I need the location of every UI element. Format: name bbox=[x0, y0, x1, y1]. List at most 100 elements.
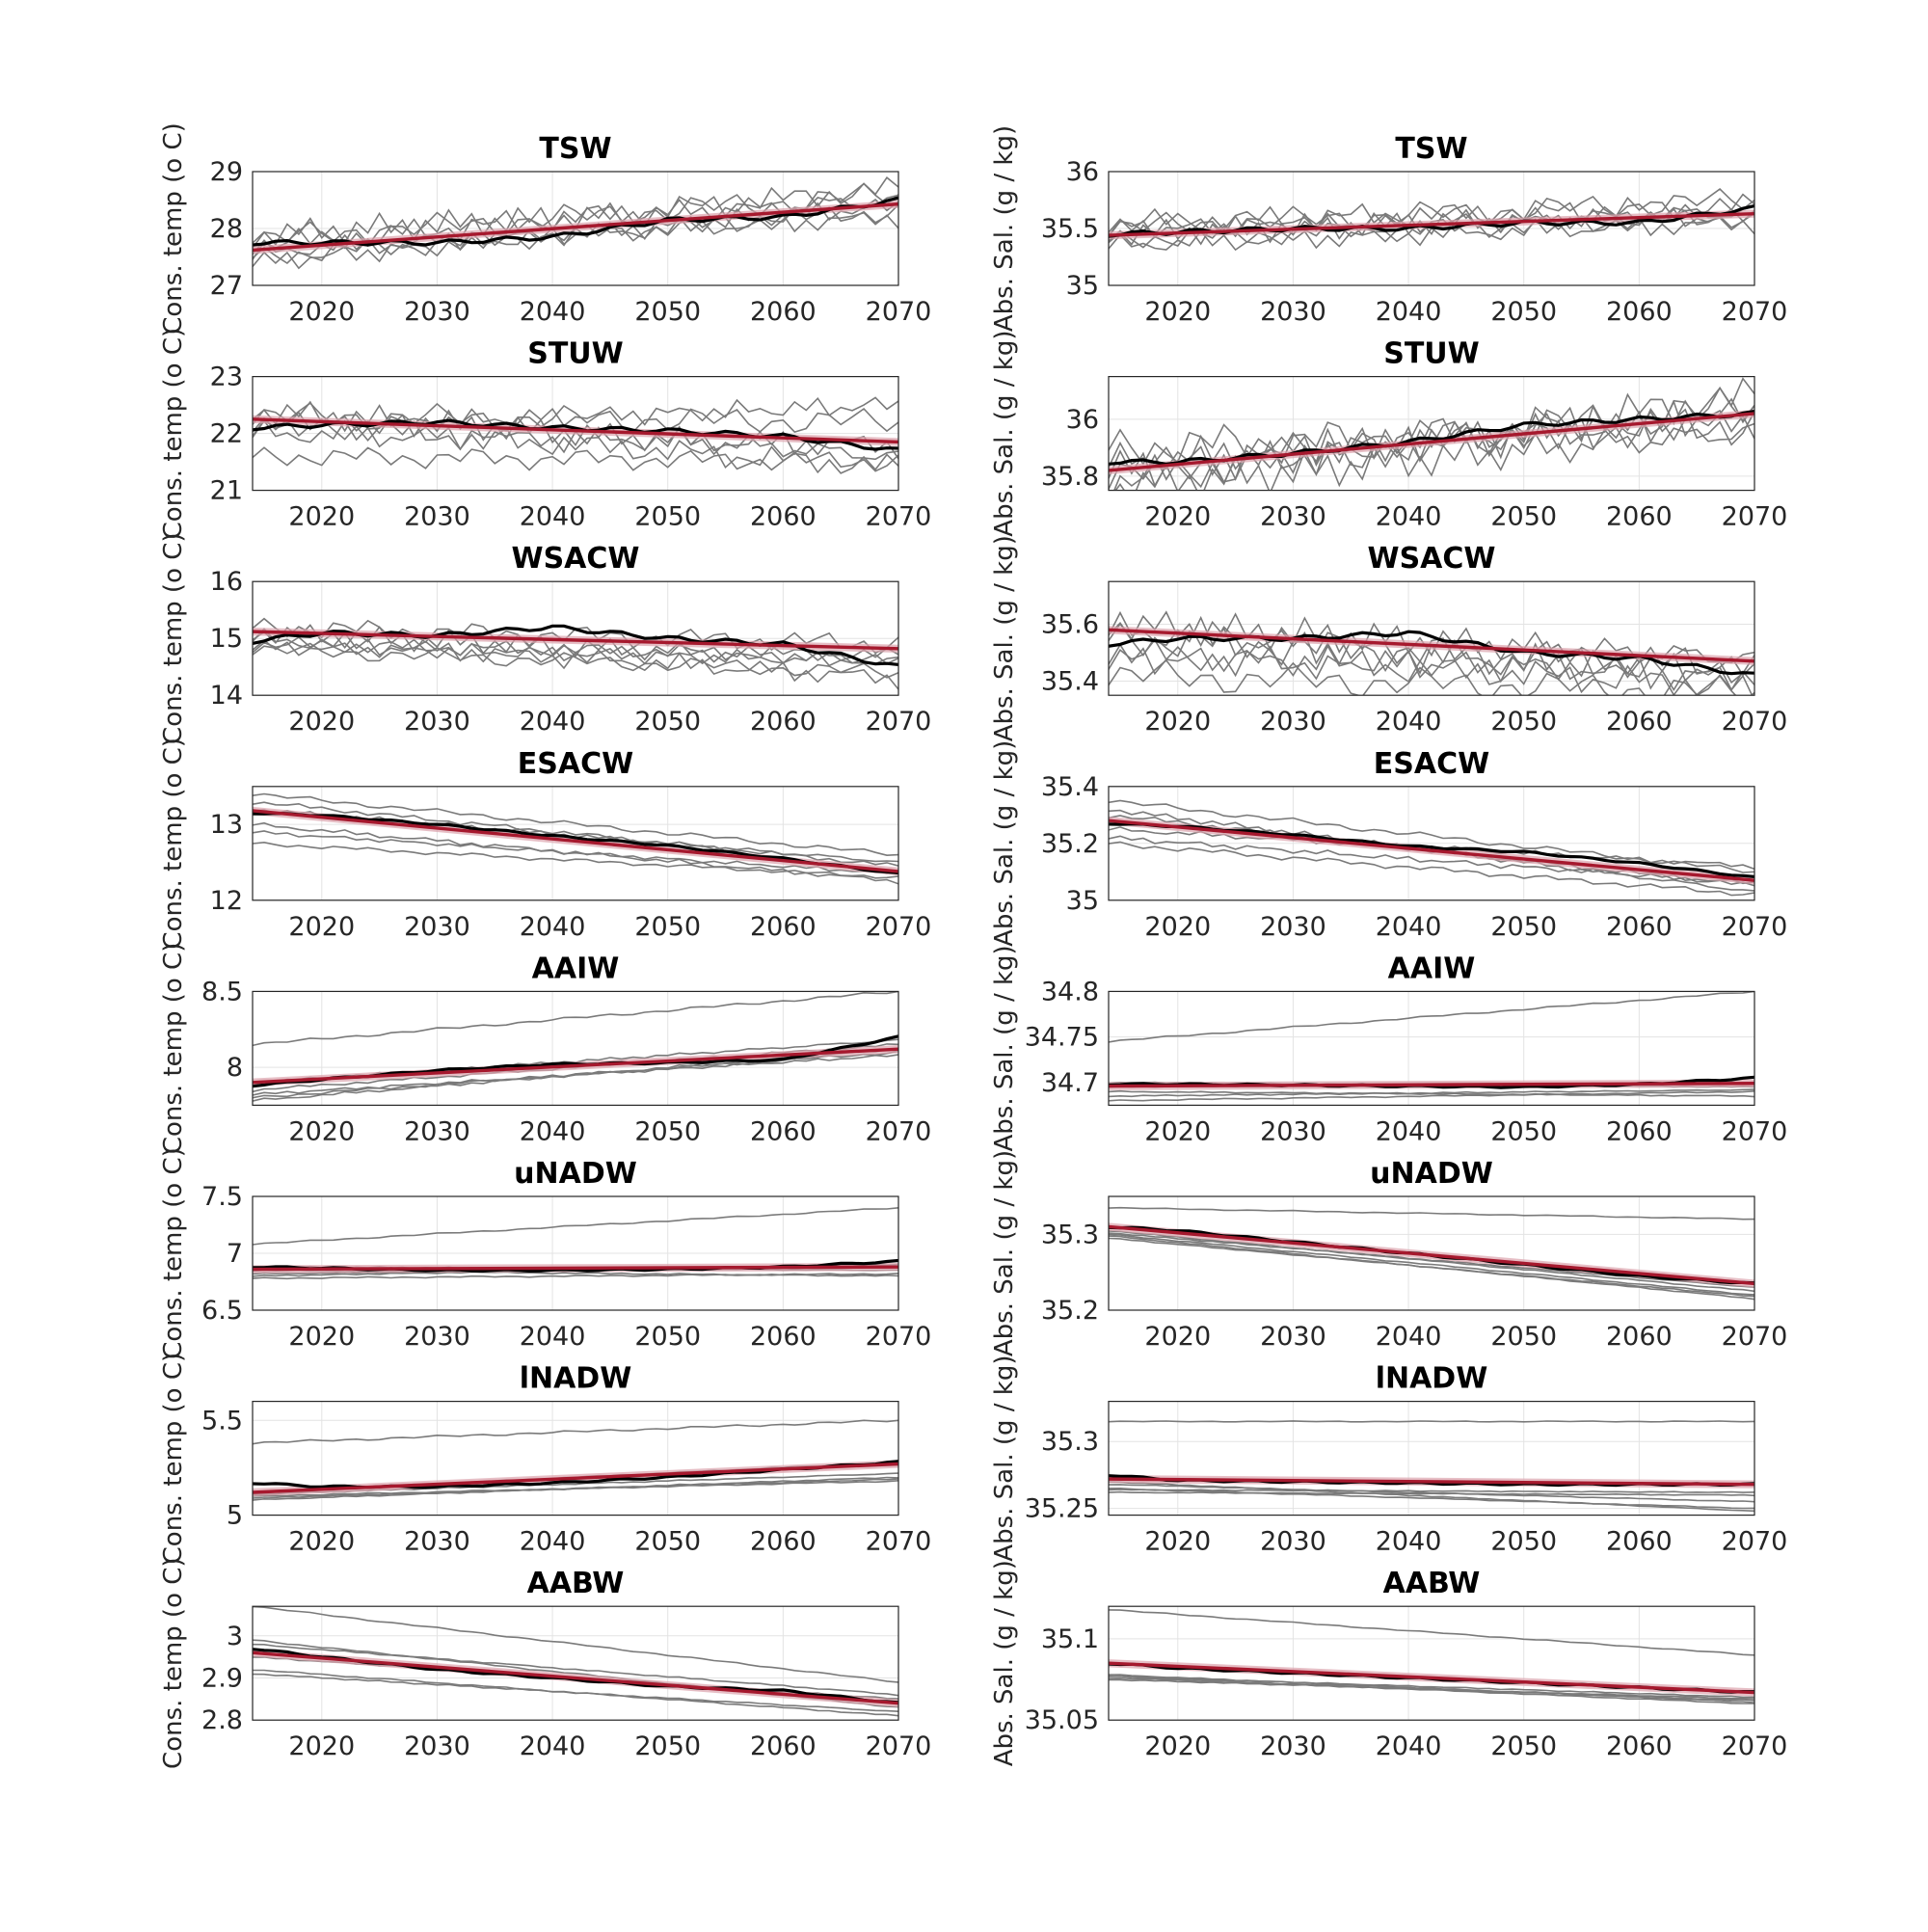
axes-box bbox=[1108, 1605, 1755, 1721]
axes-box bbox=[252, 990, 899, 1107]
x-tick-label: 2020 bbox=[288, 297, 355, 327]
x-tick-label: 2050 bbox=[1490, 1116, 1557, 1146]
x-tick-label: 2050 bbox=[634, 1116, 701, 1146]
y-tick-label: 2.9 bbox=[201, 1663, 243, 1693]
panel-title: lNADW bbox=[1376, 1362, 1488, 1396]
y-axis-label: Abs. Sal. (g / kg) bbox=[990, 945, 1019, 1151]
y-tick-label: 35.4 bbox=[1041, 772, 1099, 802]
linear-trend-line bbox=[1109, 1661, 1754, 1695]
y-tick-label: 35.8 bbox=[1041, 462, 1099, 492]
y-tick-label: 28 bbox=[210, 214, 243, 244]
x-tick-label: 2050 bbox=[634, 1322, 701, 1352]
panel-5: 2020 2030 2040 2050 2060 2070 14 15 16 WSACW Cons.… bbox=[159, 532, 931, 744]
ensemble-member-line bbox=[253, 411, 898, 474]
x-tick-label: 2070 bbox=[866, 297, 932, 327]
panel-3: 2020 2030 2040 2050 2060 2070 21 22 23 STUW Cons. … bbox=[159, 328, 931, 540]
y-tick-label: 7.5 bbox=[201, 1182, 243, 1212]
x-tick-label: 2030 bbox=[404, 912, 470, 942]
ensemble-member-line bbox=[253, 1606, 898, 1683]
x-tick-label: 2060 bbox=[750, 1116, 817, 1146]
ensemble-member-line bbox=[253, 400, 898, 461]
x-tick-label: 2020 bbox=[288, 1116, 355, 1146]
y-axis-label: Cons. temp (o C) bbox=[159, 532, 188, 744]
plot-area bbox=[253, 991, 898, 1102]
axes-box bbox=[252, 1400, 899, 1516]
x-tick-label: 2040 bbox=[1376, 1731, 1442, 1761]
x-tick-label: 2070 bbox=[1722, 1731, 1788, 1761]
panel-16: 2020 2030 2040 2050 2060 2070 35.05 35.1 AABW Abs… bbox=[990, 1560, 1787, 1766]
x-tick-label: 2020 bbox=[1144, 502, 1211, 532]
x-tick-label: 2060 bbox=[750, 912, 817, 942]
x-tick-label: 2040 bbox=[1376, 297, 1442, 327]
x-tick-label: 2070 bbox=[866, 502, 932, 532]
panel-9: 2020 2030 2040 2050 2060 2070 8 8.5 AAIW Cons. te… bbox=[159, 943, 931, 1155]
x-tick-label: 2020 bbox=[288, 1322, 355, 1352]
x-tick-label: 2040 bbox=[520, 1322, 586, 1352]
x-tick-label: 2020 bbox=[1144, 707, 1211, 737]
panel-title: AABW bbox=[1383, 1567, 1481, 1600]
y-axis-label: Abs. Sal. (g / kg) bbox=[990, 1150, 1019, 1356]
plot-area bbox=[1109, 991, 1754, 1102]
x-tick-label: 2030 bbox=[1260, 912, 1326, 942]
x-tick-label: 2030 bbox=[1260, 1731, 1326, 1761]
y-tick-label: 14 bbox=[210, 681, 243, 711]
x-tick-label: 2030 bbox=[404, 502, 470, 532]
x-tick-label: 2040 bbox=[520, 1527, 586, 1557]
linear-trend-line bbox=[1109, 1477, 1754, 1487]
x-tick-label: 2070 bbox=[1722, 912, 1788, 942]
axes-box bbox=[252, 580, 899, 696]
panel-15: 2020 2030 2040 2050 2060 2070 2.8 2.9 3 AABW Cons.… bbox=[159, 1557, 931, 1769]
ensemble-member-line bbox=[253, 1478, 898, 1499]
ensemble-member-line bbox=[253, 821, 898, 885]
ensemble-member-line bbox=[1109, 1678, 1754, 1700]
linear-trend-line bbox=[1109, 1082, 1754, 1088]
x-tick-label: 2040 bbox=[520, 1116, 586, 1146]
x-tick-label: 2070 bbox=[866, 1116, 932, 1146]
ensemble-member-line bbox=[1109, 643, 1754, 684]
ensemble-member-line bbox=[1109, 193, 1754, 237]
axes-box bbox=[1108, 990, 1755, 1107]
panel-7: 2020 2030 2040 2050 2060 2070 12 13 ESACW Cons. t… bbox=[159, 738, 931, 950]
panel-title: STUW bbox=[527, 337, 624, 371]
ensemble-member-line bbox=[253, 1419, 898, 1445]
y-tick-label: 2.8 bbox=[201, 1705, 243, 1735]
y-tick-label: 36 bbox=[1066, 157, 1099, 187]
y-tick-label: 34.75 bbox=[1025, 1023, 1099, 1053]
x-tick-label: 2020 bbox=[1144, 912, 1211, 942]
y-axis-label: Cons. temp (o C) bbox=[159, 328, 188, 540]
plot-area bbox=[253, 1606, 898, 1717]
y-tick-label: 34.8 bbox=[1041, 977, 1099, 1006]
ensemble-member-line bbox=[1109, 1489, 1754, 1493]
x-tick-label: 2050 bbox=[634, 297, 701, 327]
y-axis-label: Cons. temp (o C) bbox=[159, 1557, 188, 1769]
panel-12: 2020 2030 2040 2050 2060 2070 35.2 35.3 uNADW Abs… bbox=[990, 1150, 1787, 1356]
panel-title: WSACW bbox=[1367, 542, 1495, 576]
plot-area bbox=[253, 1207, 898, 1280]
plot-area bbox=[253, 617, 898, 690]
ensemble-member-line bbox=[1109, 1675, 1754, 1699]
x-tick-label: 2040 bbox=[520, 502, 586, 532]
panel-title: lNADW bbox=[520, 1362, 632, 1396]
y-tick-label: 35.05 bbox=[1025, 1705, 1099, 1735]
axes-box bbox=[1108, 376, 1755, 492]
plot-area bbox=[1109, 1420, 1754, 1513]
y-tick-label: 35.6 bbox=[1041, 609, 1099, 639]
x-tick-label: 2020 bbox=[288, 707, 355, 737]
y-tick-label: 21 bbox=[210, 476, 243, 506]
panel-title: uNADW bbox=[514, 1157, 637, 1191]
y-tick-label: 7 bbox=[227, 1239, 243, 1269]
plot-area bbox=[253, 396, 898, 474]
x-tick-label: 2050 bbox=[634, 1527, 701, 1557]
x-tick-label: 2030 bbox=[404, 1322, 470, 1352]
x-tick-label: 2040 bbox=[520, 912, 586, 942]
ensemble-member-line bbox=[253, 991, 898, 1047]
x-tick-label: 2030 bbox=[404, 297, 470, 327]
ensemble-member-line bbox=[1113, 377, 1754, 491]
ensemble-member-line bbox=[253, 642, 898, 679]
panel-title: AAIW bbox=[532, 952, 620, 985]
x-tick-label: 2060 bbox=[750, 1322, 817, 1352]
axes-box bbox=[252, 1605, 899, 1721]
ensemble-member-line bbox=[1109, 1420, 1754, 1423]
y-tick-label: 13 bbox=[210, 810, 243, 840]
